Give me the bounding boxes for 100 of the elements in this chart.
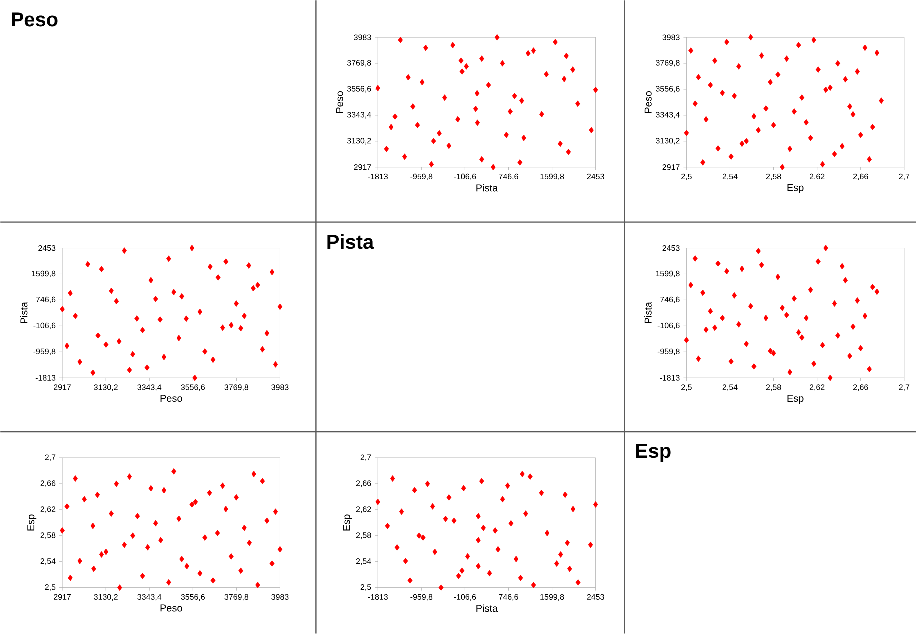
point	[224, 258, 229, 265]
point	[215, 530, 220, 536]
point	[475, 120, 480, 126]
point	[130, 351, 136, 358]
point	[443, 516, 448, 522]
point	[518, 159, 523, 166]
point	[238, 325, 244, 332]
point	[800, 94, 805, 101]
point	[242, 524, 247, 532]
point	[73, 475, 78, 482]
point	[273, 508, 278, 515]
point	[153, 520, 158, 527]
point	[127, 473, 132, 480]
point	[808, 286, 814, 293]
point	[474, 90, 480, 96]
point	[480, 55, 484, 62]
point	[198, 570, 203, 577]
point	[216, 274, 221, 281]
point	[840, 143, 845, 150]
point	[576, 579, 581, 586]
point	[430, 503, 436, 510]
point	[432, 548, 438, 556]
point	[456, 572, 462, 580]
point	[836, 332, 840, 339]
point	[104, 342, 109, 348]
point	[771, 350, 776, 357]
point	[408, 577, 413, 584]
point	[278, 304, 283, 310]
text: Esp	[636, 444, 671, 462]
point	[570, 506, 576, 512]
point	[99, 266, 104, 272]
point	[207, 490, 212, 496]
point	[238, 568, 244, 574]
point	[68, 574, 73, 582]
y-axis-title: Esp	[343, 514, 352, 531]
point	[144, 364, 150, 371]
point	[104, 548, 109, 556]
point	[870, 124, 876, 130]
point	[456, 116, 460, 123]
point	[486, 82, 492, 88]
point	[867, 156, 872, 163]
point	[481, 524, 486, 532]
point	[494, 34, 500, 41]
point	[720, 314, 726, 322]
point	[828, 374, 833, 382]
point	[256, 282, 260, 288]
point	[684, 130, 690, 136]
point	[824, 86, 828, 94]
point	[210, 356, 216, 364]
point	[756, 126, 761, 134]
x-axis-title: Pista	[476, 184, 498, 192]
point	[376, 84, 381, 92]
point	[531, 582, 536, 588]
point	[78, 558, 83, 564]
point	[442, 94, 448, 101]
point	[416, 532, 422, 539]
point	[158, 316, 163, 323]
point	[438, 584, 444, 591]
point	[764, 105, 769, 112]
point	[748, 34, 754, 41]
point	[520, 470, 525, 478]
point	[796, 329, 802, 336]
point	[264, 330, 270, 336]
point	[688, 47, 694, 54]
point	[180, 556, 184, 562]
point	[251, 285, 256, 292]
x-axis-title: Esp	[788, 394, 804, 404]
point	[145, 544, 150, 551]
point	[788, 369, 793, 376]
point	[820, 161, 826, 168]
point	[768, 348, 773, 354]
point	[90, 370, 96, 376]
point	[784, 55, 790, 62]
point	[184, 563, 190, 570]
point	[260, 346, 266, 353]
point	[270, 268, 275, 276]
point	[460, 68, 465, 75]
point	[64, 503, 70, 510]
point	[460, 568, 465, 574]
point	[716, 260, 721, 267]
point	[476, 563, 481, 570]
point	[242, 312, 247, 320]
point	[228, 553, 234, 560]
point	[476, 537, 481, 544]
point	[874, 288, 880, 296]
point	[759, 52, 764, 59]
point	[728, 358, 734, 365]
point	[696, 74, 702, 81]
y-axis-title: Pista	[644, 302, 652, 324]
point	[505, 482, 510, 489]
point	[792, 108, 797, 115]
point	[234, 494, 239, 501]
point	[544, 71, 550, 78]
point	[804, 314, 809, 322]
point	[589, 126, 594, 134]
point	[567, 566, 572, 572]
point	[264, 518, 270, 524]
point	[473, 106, 478, 112]
point	[415, 122, 420, 128]
point	[398, 36, 404, 44]
